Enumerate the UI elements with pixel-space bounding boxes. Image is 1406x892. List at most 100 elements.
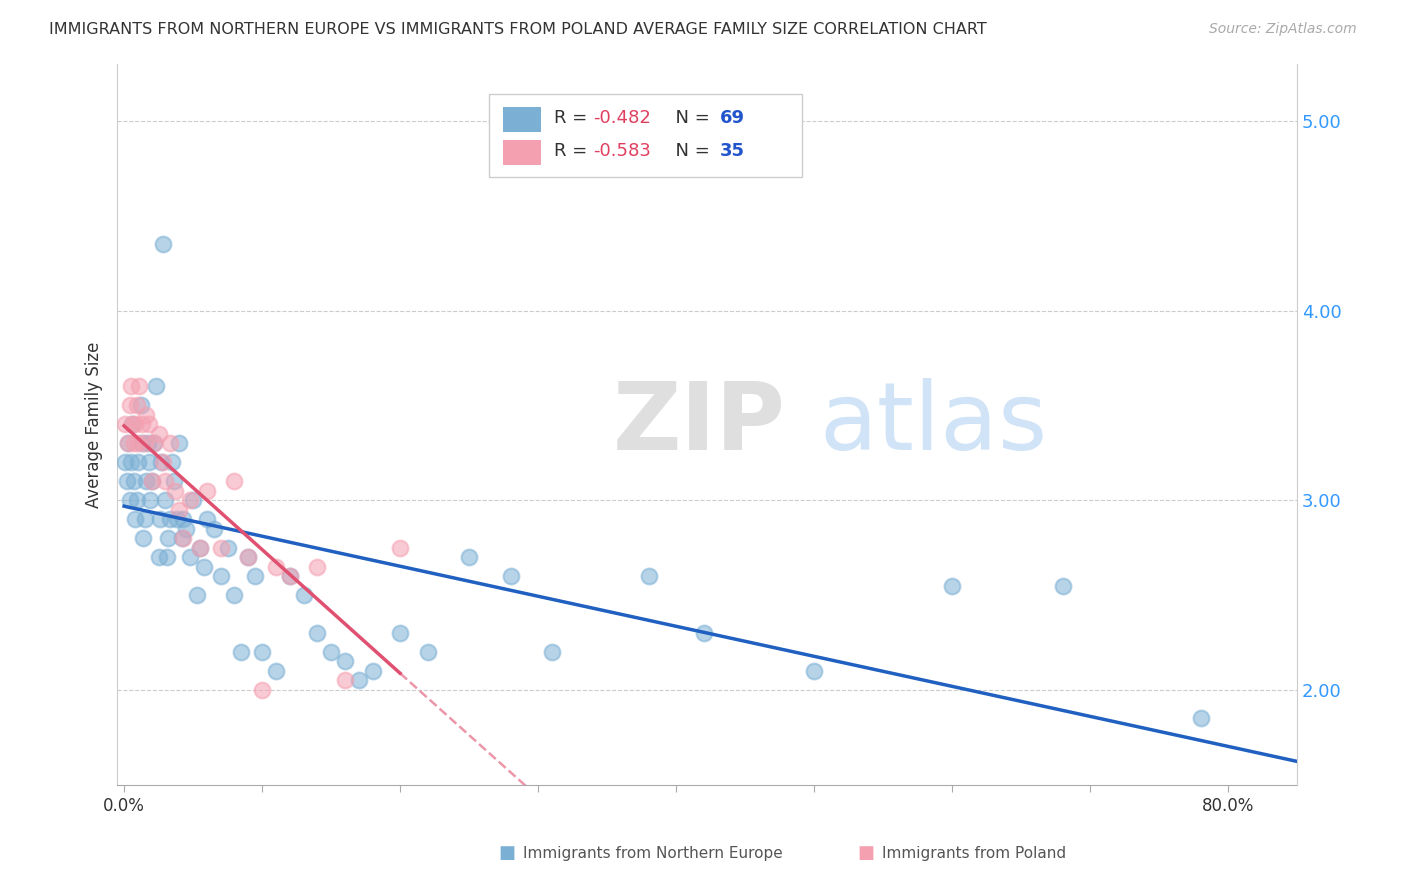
Point xyxy=(131,436,153,450)
Point xyxy=(155,493,177,508)
Text: Source: ZipAtlas.com: Source: ZipAtlas.com xyxy=(1209,22,1357,37)
Point xyxy=(115,475,138,489)
Point xyxy=(136,436,159,450)
Point xyxy=(217,541,239,555)
Point xyxy=(135,475,157,489)
Point xyxy=(541,645,564,659)
Point xyxy=(499,569,522,583)
Point xyxy=(170,531,193,545)
Point xyxy=(238,550,260,565)
Point xyxy=(264,559,287,574)
Point xyxy=(169,502,191,516)
Point xyxy=(128,379,150,393)
Point xyxy=(141,475,163,489)
Point xyxy=(129,399,152,413)
Text: 69: 69 xyxy=(720,109,745,128)
Point xyxy=(307,559,329,574)
Point xyxy=(250,682,273,697)
Point xyxy=(139,493,162,508)
Point xyxy=(693,626,716,640)
Point xyxy=(250,645,273,659)
Point xyxy=(209,569,232,583)
Point xyxy=(138,455,160,469)
Bar xyxy=(503,107,541,132)
Point xyxy=(389,541,412,555)
Point xyxy=(121,417,143,432)
Point xyxy=(166,512,188,526)
Point xyxy=(125,493,148,508)
Text: N =: N = xyxy=(664,142,716,161)
Point xyxy=(157,531,180,545)
Point xyxy=(361,664,384,678)
Point xyxy=(193,559,215,574)
Point xyxy=(278,569,301,583)
Point xyxy=(152,455,174,469)
Point xyxy=(1052,579,1074,593)
Point xyxy=(224,588,246,602)
Point xyxy=(156,550,179,565)
Point xyxy=(333,673,356,688)
Point xyxy=(159,436,181,450)
Point xyxy=(347,673,370,688)
Text: ■: ■ xyxy=(858,844,880,862)
FancyBboxPatch shape xyxy=(489,95,801,178)
Point xyxy=(155,475,177,489)
Point xyxy=(264,664,287,678)
Point xyxy=(188,541,211,555)
Point xyxy=(122,436,145,450)
Point xyxy=(114,455,136,469)
Point xyxy=(120,455,142,469)
Point xyxy=(141,475,163,489)
Text: ZIP: ZIP xyxy=(613,378,786,470)
Point xyxy=(134,436,156,450)
Text: ■: ■ xyxy=(499,844,522,862)
Point xyxy=(117,436,139,450)
Point xyxy=(224,475,246,489)
Point xyxy=(195,483,218,498)
Point xyxy=(159,512,181,526)
Point xyxy=(803,664,825,678)
Point xyxy=(307,626,329,640)
Point xyxy=(121,417,143,432)
Point xyxy=(389,626,412,640)
Point xyxy=(114,417,136,432)
Point xyxy=(127,455,149,469)
Y-axis label: Average Family Size: Average Family Size xyxy=(86,342,103,508)
Point xyxy=(202,522,225,536)
Point xyxy=(169,436,191,450)
Point xyxy=(181,493,204,508)
Text: IMMIGRANTS FROM NORTHERN EUROPE VS IMMIGRANTS FROM POLAND AVERAGE FAMILY SIZE CO: IMMIGRANTS FROM NORTHERN EUROPE VS IMMIG… xyxy=(49,22,987,37)
Point xyxy=(138,417,160,432)
Point xyxy=(132,531,155,545)
Point xyxy=(333,655,356,669)
Point xyxy=(209,541,232,555)
Point xyxy=(292,588,315,602)
Point xyxy=(124,417,146,432)
Point xyxy=(195,512,218,526)
Point xyxy=(458,550,481,565)
Point xyxy=(120,379,142,393)
Point xyxy=(179,550,201,565)
Point xyxy=(162,455,184,469)
Point xyxy=(143,436,166,450)
Point xyxy=(131,417,153,432)
Point xyxy=(179,493,201,508)
Point xyxy=(245,569,267,583)
Point xyxy=(1189,711,1212,725)
Point xyxy=(319,645,342,659)
Point xyxy=(637,569,659,583)
Point xyxy=(118,493,141,508)
Point xyxy=(188,541,211,555)
Point xyxy=(278,569,301,583)
Point xyxy=(152,237,174,252)
Point xyxy=(135,408,157,422)
Point xyxy=(134,512,156,526)
Point xyxy=(118,399,141,413)
Text: R =: R = xyxy=(554,109,593,128)
Point xyxy=(122,475,145,489)
Point xyxy=(172,512,194,526)
Point xyxy=(186,588,208,602)
Text: N =: N = xyxy=(664,109,716,128)
Point xyxy=(143,436,166,450)
Text: R =: R = xyxy=(554,142,593,161)
